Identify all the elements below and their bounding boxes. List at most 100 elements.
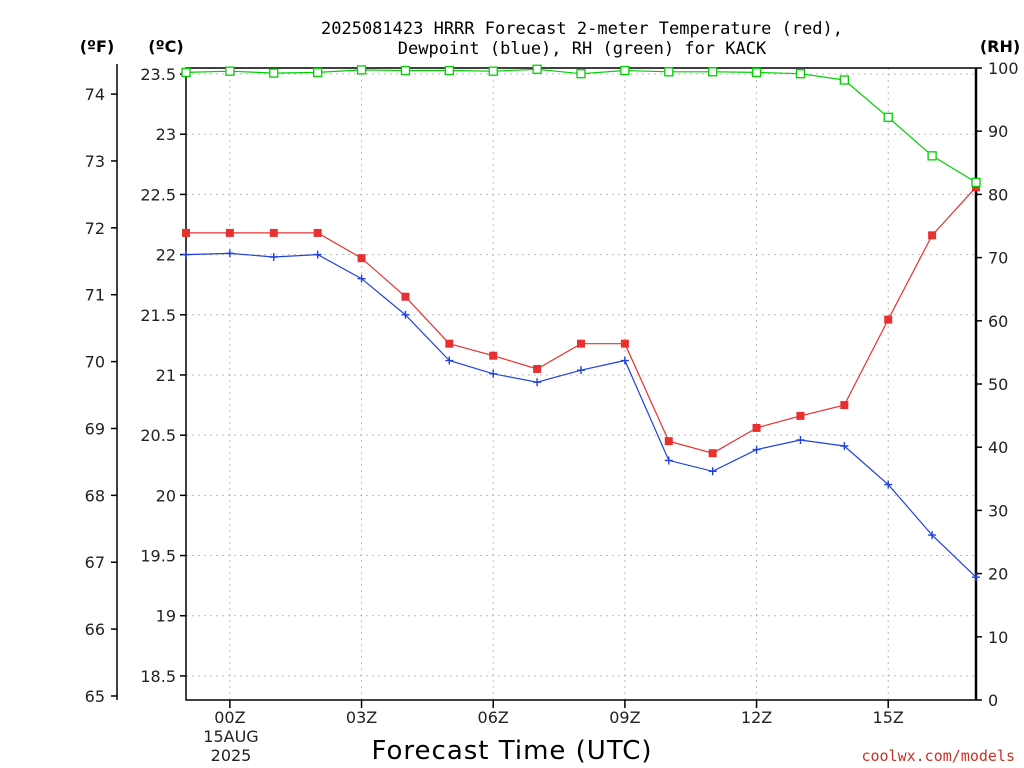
celsius-tick-label: 22 (156, 246, 176, 265)
rh-unit-label: (RH) (980, 37, 1020, 56)
data-point (620, 356, 629, 365)
rh-tick-label: 20 (988, 565, 1008, 584)
x-tick-label: 00Z (214, 708, 245, 727)
date-label-year: 2025 (211, 746, 252, 765)
celsius-tick-label: 22.5 (140, 185, 176, 204)
celsius-tick-label: 19.5 (140, 547, 176, 566)
data-point (182, 228, 190, 237)
data-point (225, 249, 234, 258)
data-point (533, 378, 542, 387)
data-point (401, 292, 410, 301)
data-point (796, 435, 805, 444)
data-point (884, 480, 893, 489)
fahrenheit-tick-label: 73 (85, 152, 105, 171)
fahrenheit-tick-label: 67 (85, 553, 105, 572)
celsius-tick-label: 20.5 (140, 426, 176, 445)
data-point (400, 65, 411, 76)
series-line (186, 186, 977, 454)
data-point (445, 356, 454, 365)
celsius-tick-label: 21.5 (140, 306, 176, 325)
celsius-tick-label: 20 (156, 486, 176, 505)
data-point (532, 64, 542, 74)
fahrenheit-tick-label: 66 (85, 620, 105, 639)
data-point (577, 366, 585, 375)
rh-tick-label: 70 (988, 249, 1008, 268)
data-point (620, 65, 630, 76)
data-point (840, 401, 849, 410)
data-point (795, 69, 806, 79)
data-point (752, 445, 761, 454)
data-point (313, 228, 322, 237)
rh-tick-label: 90 (988, 122, 1008, 141)
series-temperature (182, 183, 980, 458)
fahrenheit-tick-label: 72 (85, 219, 105, 238)
chart-title-line2: Dewpoint (blue), RH (green) for KACK (398, 39, 767, 59)
data-point (928, 531, 937, 540)
data-point (533, 364, 542, 373)
grid-lines (186, 68, 976, 700)
rh-tick-label: 60 (988, 312, 1008, 331)
fahrenheit-tick-label: 70 (85, 353, 105, 372)
fahrenheit-tick-label: 71 (85, 286, 105, 305)
data-series (181, 64, 981, 582)
series-line (185, 252, 977, 578)
data-point (576, 69, 586, 79)
data-point (664, 437, 673, 446)
celsius-unit-label: (ºC) (148, 37, 183, 56)
fahrenheit-tick-label: 65 (85, 687, 105, 706)
date-label-day: 15AUG (203, 727, 258, 746)
data-point (357, 254, 366, 263)
celsius-tick-label: 18.5 (140, 667, 176, 686)
x-tick-label: 15Z (873, 708, 904, 727)
rh-tick-label: 10 (988, 628, 1008, 647)
data-point (269, 228, 278, 237)
fahrenheit-tick-label: 69 (85, 419, 105, 438)
celsius-tick-label: 19 (156, 607, 176, 626)
data-point (884, 315, 893, 324)
data-point (356, 65, 367, 75)
series-line (185, 68, 977, 183)
data-point (445, 339, 454, 348)
x-tick-label: 09Z (609, 708, 640, 727)
data-point (664, 67, 674, 77)
data-point (182, 250, 190, 259)
data-point (620, 339, 629, 348)
data-point (796, 411, 805, 420)
data-point (708, 467, 717, 476)
data-point (972, 183, 980, 192)
data-point (313, 250, 322, 259)
x-tick-label: 12Z (741, 708, 772, 727)
data-point (269, 68, 279, 78)
data-point (577, 339, 585, 348)
data-point (840, 441, 849, 450)
fahrenheit-tick-label: 68 (85, 486, 105, 505)
data-point (927, 151, 937, 161)
tick-labels: 00Z 03Z 06Z 09Z 12Z 15Z 18.5 19 19.5 20 20.5 21 21.5… (85, 59, 1019, 727)
data-point (708, 67, 718, 77)
rh-tick-label: 50 (988, 375, 1008, 394)
data-point (751, 67, 762, 78)
data-point (225, 66, 235, 76)
celsius-tick-label: 21 (156, 366, 176, 385)
rh-tick-label: 40 (988, 438, 1008, 457)
axes (111, 63, 982, 708)
data-point (972, 573, 980, 582)
celsius-tick-label: 23.5 (140, 65, 176, 84)
data-point (489, 351, 498, 360)
data-point (269, 252, 278, 261)
rh-tick-label: 80 (988, 185, 1008, 204)
data-point (752, 423, 761, 432)
x-tick-label: 03Z (346, 708, 377, 727)
rh-tick-label: 30 (988, 501, 1008, 520)
data-point (444, 65, 454, 76)
data-point (928, 231, 937, 240)
celsius-tick-label: 23 (156, 125, 176, 144)
x-axis-title: Forecast Time (UTC) (371, 736, 652, 766)
data-point (489, 369, 498, 378)
chart-title-line1: 2025081423 HRRR Forecast 2-meter Tempera… (321, 19, 843, 39)
fahrenheit-tick-label: 74 (85, 85, 105, 104)
series-relative-humidity (181, 64, 981, 188)
plot-frame (185, 67, 977, 701)
x-tick-label: 06Z (478, 708, 509, 727)
